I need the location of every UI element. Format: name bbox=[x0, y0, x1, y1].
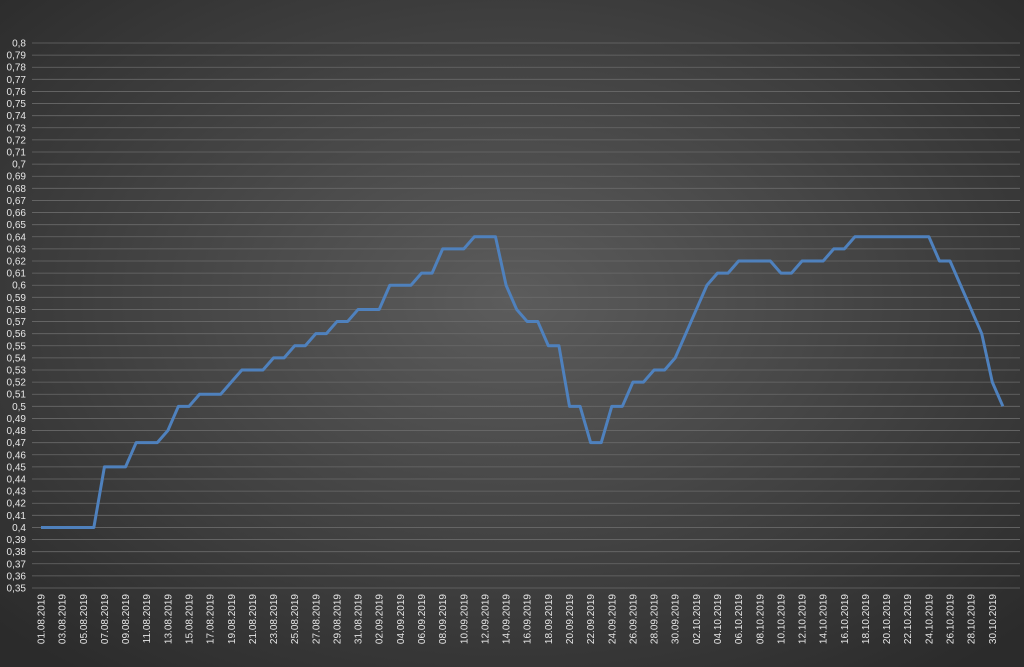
x-tick-label: 12.10.2019 bbox=[798, 594, 809, 644]
x-tick-label: 09.08.2019 bbox=[121, 594, 132, 644]
x-tick-label: 29.08.2019 bbox=[332, 594, 343, 644]
y-tick-label: 0,72 bbox=[7, 135, 27, 146]
y-tick-label: 0,8 bbox=[12, 39, 26, 50]
y-tick-label: 0,48 bbox=[7, 426, 27, 437]
y-tick-label: 0,65 bbox=[7, 220, 27, 231]
x-tick-label: 13.08.2019 bbox=[163, 594, 174, 644]
x-tick-label: 30.10.2019 bbox=[988, 594, 999, 644]
y-tick-label: 0,67 bbox=[7, 196, 27, 207]
x-tick-label: 07.08.2019 bbox=[100, 594, 111, 644]
x-tick-label: 02.09.2019 bbox=[375, 594, 386, 644]
x-tick-label: 31.08.2019 bbox=[354, 594, 365, 644]
x-tick-label: 26.09.2019 bbox=[628, 594, 639, 644]
x-tick-label: 14.10.2019 bbox=[819, 594, 830, 644]
y-tick-label: 0,38 bbox=[7, 547, 27, 558]
x-tick-label: 19.08.2019 bbox=[227, 594, 238, 644]
x-tick-label: 08.10.2019 bbox=[755, 594, 766, 644]
y-tick-label: 0,75 bbox=[7, 99, 27, 110]
y-tick-label: 0,63 bbox=[7, 244, 27, 255]
x-tick-label: 15.08.2019 bbox=[184, 594, 195, 644]
x-tick-label: 20.10.2019 bbox=[882, 594, 893, 644]
y-tick-label: 0,35 bbox=[7, 584, 27, 595]
y-tick-label: 0,62 bbox=[7, 257, 27, 268]
y-tick-label: 0,41 bbox=[7, 511, 27, 522]
y-tick-label: 0,49 bbox=[7, 414, 27, 425]
y-tick-label: 0,46 bbox=[7, 450, 27, 461]
y-tick-label: 0,78 bbox=[7, 63, 27, 74]
y-tick-label: 0,43 bbox=[7, 487, 27, 498]
y-tick-label: 0,73 bbox=[7, 123, 27, 134]
x-tick-label: 06.09.2019 bbox=[417, 594, 428, 644]
y-tick-label: 0,6 bbox=[12, 281, 26, 292]
x-tick-label: 04.10.2019 bbox=[713, 594, 724, 644]
x-tick-label: 26.10.2019 bbox=[946, 594, 957, 644]
x-tick-label: 21.08.2019 bbox=[248, 594, 259, 644]
y-tick-label: 0,5 bbox=[12, 402, 26, 413]
x-tick-label: 27.08.2019 bbox=[311, 594, 322, 644]
x-tick-label: 30.09.2019 bbox=[671, 594, 682, 644]
y-tick-label: 0,4 bbox=[12, 523, 26, 534]
y-tick-label: 0,56 bbox=[7, 329, 27, 340]
x-tick-label: 12.09.2019 bbox=[480, 594, 491, 644]
y-tick-label: 0,71 bbox=[7, 148, 27, 159]
y-tick-label: 0,52 bbox=[7, 378, 27, 389]
x-tick-label: 01.08.2019 bbox=[37, 594, 48, 644]
x-tick-label: 22.09.2019 bbox=[586, 594, 597, 644]
y-tick-label: 0,66 bbox=[7, 208, 27, 219]
y-tick-label: 0,58 bbox=[7, 305, 27, 316]
x-tick-label: 28.09.2019 bbox=[650, 594, 661, 644]
y-tick-label: 0,57 bbox=[7, 317, 27, 328]
x-tick-label: 18.10.2019 bbox=[861, 594, 872, 644]
x-tick-label: 10.10.2019 bbox=[776, 594, 787, 644]
y-tick-label: 0,54 bbox=[7, 353, 27, 364]
x-tick-label: 03.08.2019 bbox=[58, 594, 69, 644]
y-tick-label: 0,79 bbox=[7, 51, 27, 62]
x-tick-label: 25.08.2019 bbox=[290, 594, 301, 644]
y-tick-label: 0,51 bbox=[7, 390, 27, 401]
x-tick-label: 20.09.2019 bbox=[565, 594, 576, 644]
x-tick-label: 24.10.2019 bbox=[924, 594, 935, 644]
x-tick-label: 16.10.2019 bbox=[840, 594, 851, 644]
y-tick-label: 0,77 bbox=[7, 75, 27, 86]
x-tick-label: 18.09.2019 bbox=[544, 594, 555, 644]
y-tick-label: 0,42 bbox=[7, 499, 27, 510]
x-tick-label: 08.09.2019 bbox=[438, 594, 449, 644]
y-tick-label: 0,7 bbox=[12, 160, 26, 171]
y-tick-label: 0,44 bbox=[7, 475, 27, 486]
x-tick-label: 14.09.2019 bbox=[502, 594, 513, 644]
x-tick-label: 28.10.2019 bbox=[967, 594, 978, 644]
y-tick-label: 0,36 bbox=[7, 571, 27, 582]
y-tick-label: 0,69 bbox=[7, 172, 27, 183]
x-tick-label: 24.09.2019 bbox=[607, 594, 618, 644]
y-tick-label: 0,68 bbox=[7, 184, 27, 195]
x-tick-label: 02.10.2019 bbox=[692, 594, 703, 644]
y-tick-label: 0,39 bbox=[7, 535, 27, 546]
y-tick-label: 0,37 bbox=[7, 559, 27, 570]
y-tick-label: 0,61 bbox=[7, 269, 27, 280]
series-line bbox=[41, 235, 1005, 529]
x-tick-label: 10.09.2019 bbox=[459, 594, 470, 644]
y-tick-label: 0,45 bbox=[7, 462, 27, 473]
x-tick-label: 23.08.2019 bbox=[269, 594, 280, 644]
x-tick-label: 17.08.2019 bbox=[206, 594, 217, 644]
y-tick-label: 0,47 bbox=[7, 438, 27, 449]
x-tick-label: 04.09.2019 bbox=[396, 594, 407, 644]
x-tick-label: 16.09.2019 bbox=[523, 594, 534, 644]
x-tick-label: 22.10.2019 bbox=[903, 594, 914, 644]
y-tick-label: 0,76 bbox=[7, 87, 27, 98]
y-tick-label: 0,59 bbox=[7, 293, 27, 304]
x-tick-label: 11.08.2019 bbox=[142, 594, 153, 644]
x-tick-label: 05.08.2019 bbox=[79, 594, 90, 644]
x-tick-label: 06.10.2019 bbox=[734, 594, 745, 644]
y-tick-label: 0,55 bbox=[7, 341, 27, 352]
y-tick-label: 0,74 bbox=[7, 111, 27, 122]
y-tick-label: 0,64 bbox=[7, 232, 27, 243]
y-tick-label: 0,53 bbox=[7, 366, 27, 377]
